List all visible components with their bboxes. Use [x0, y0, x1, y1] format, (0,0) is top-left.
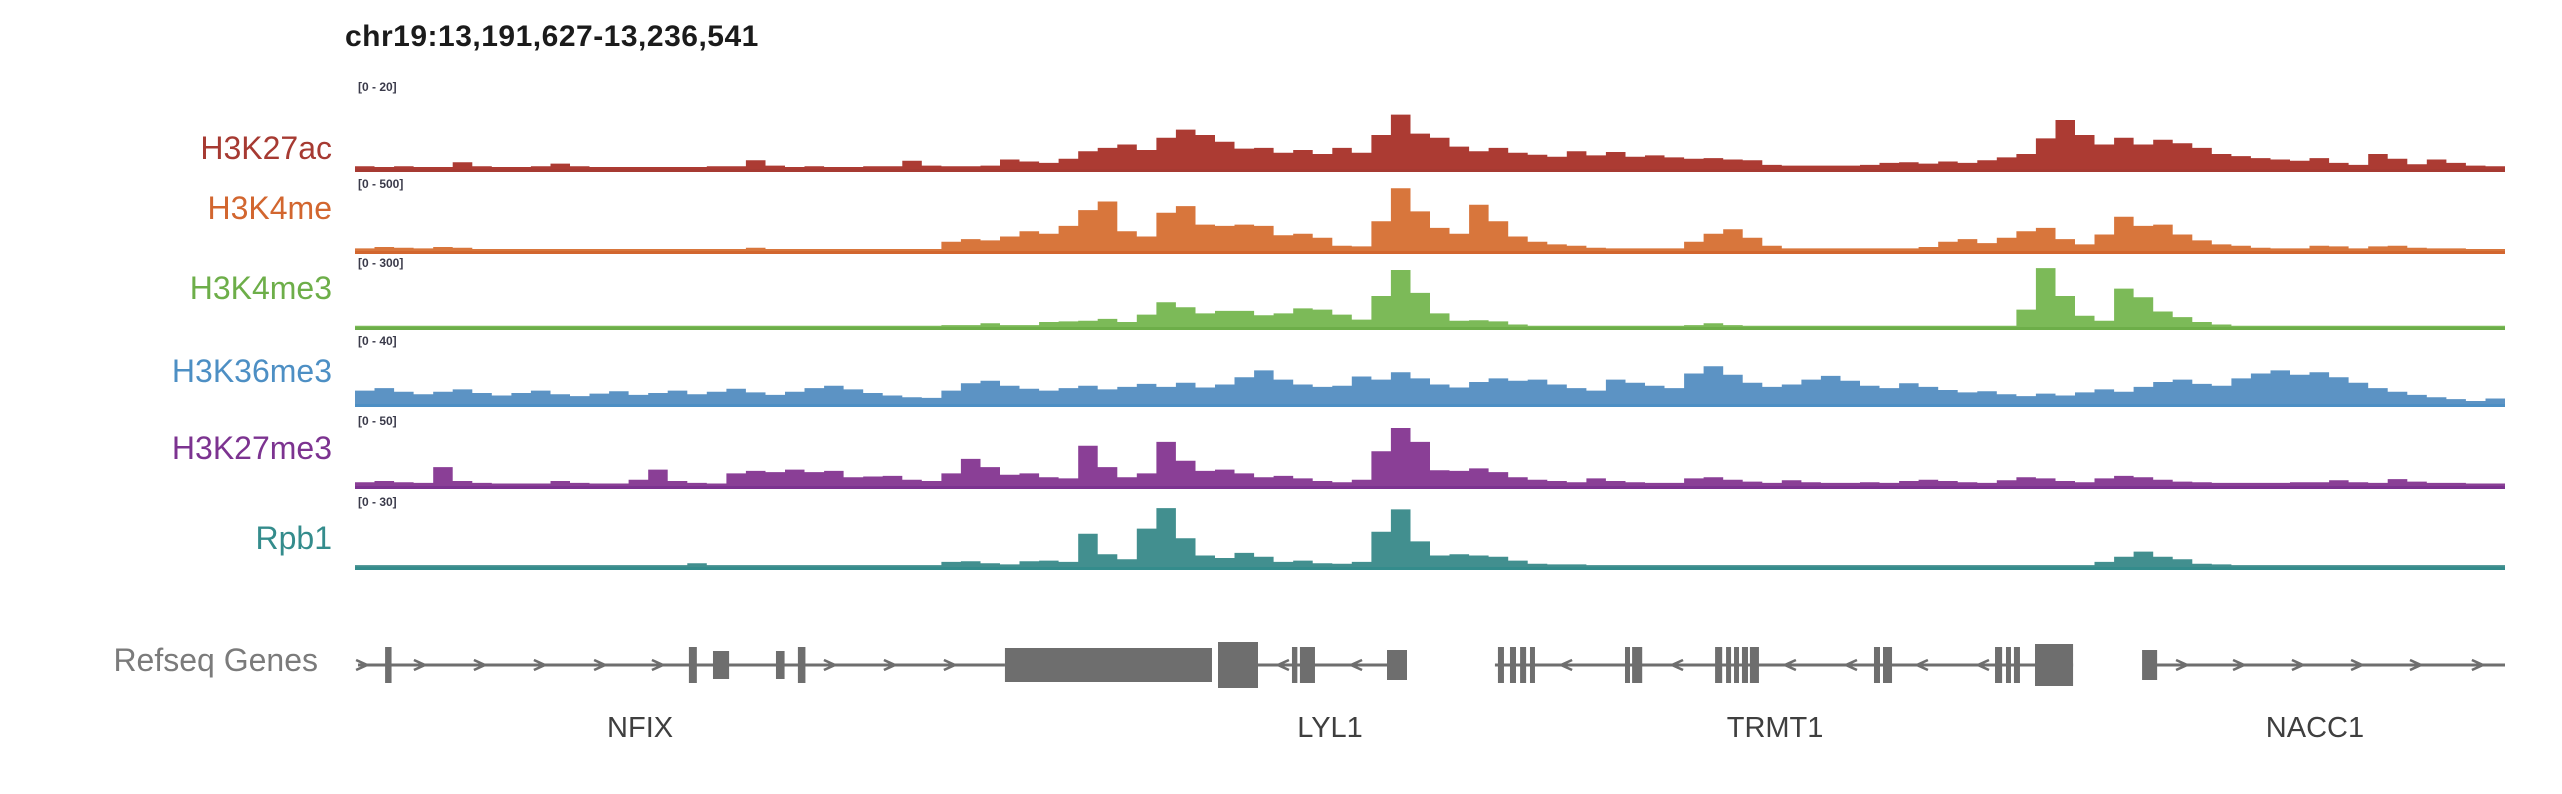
locus-title: chr19:13,191,627-13,236,541: [345, 20, 759, 53]
track-signal-h3k36me3[interactable]: [355, 340, 2505, 407]
track-scale-h3k4me: [0 - 500]: [358, 177, 404, 191]
track-scale-rpb1: [0 - 30]: [358, 495, 397, 509]
track-signal-h3k27me3[interactable]: [355, 420, 2505, 489]
track-scale-h3k36me3: [0 - 40]: [358, 334, 397, 348]
track-scale-h3k27ac: [0 - 20]: [358, 80, 397, 94]
track-label-h3k27me3[interactable]: H3K27me3: [171, 430, 332, 466]
gene-name-nacc1[interactable]: NACC1: [2265, 712, 2365, 744]
track-signal-rpb1[interactable]: [355, 500, 2505, 570]
track-signal-h3k4me3[interactable]: [355, 262, 2505, 330]
track-signal-h3k4me[interactable]: [355, 182, 2505, 254]
refseq-genes-track[interactable]: [355, 618, 2505, 714]
track-scale-h3k27me3: [0 - 50]: [358, 414, 397, 428]
track-label-h3k4me[interactable]: H3K4me: [207, 190, 333, 226]
track-label-rpb1[interactable]: Rpb1: [255, 520, 333, 556]
track-label-h3k4me3[interactable]: H3K4me3: [189, 270, 332, 306]
gene-name-trmt1[interactable]: TRMT1: [1726, 712, 1824, 744]
track-label-h3k27ac[interactable]: H3K27ac: [200, 130, 332, 166]
track-label-h3k36me3[interactable]: H3K36me3: [171, 353, 332, 389]
gene-name-nfix[interactable]: NFIX: [607, 712, 674, 744]
track-signal-h3k27ac[interactable]: [355, 98, 2505, 172]
track-scale-h3k4me3: [0 - 300]: [358, 256, 404, 270]
gene-name-lyl1[interactable]: LYL1: [1297, 712, 1363, 744]
track-label-refseq-genes[interactable]: Refseq Genes: [113, 642, 318, 678]
